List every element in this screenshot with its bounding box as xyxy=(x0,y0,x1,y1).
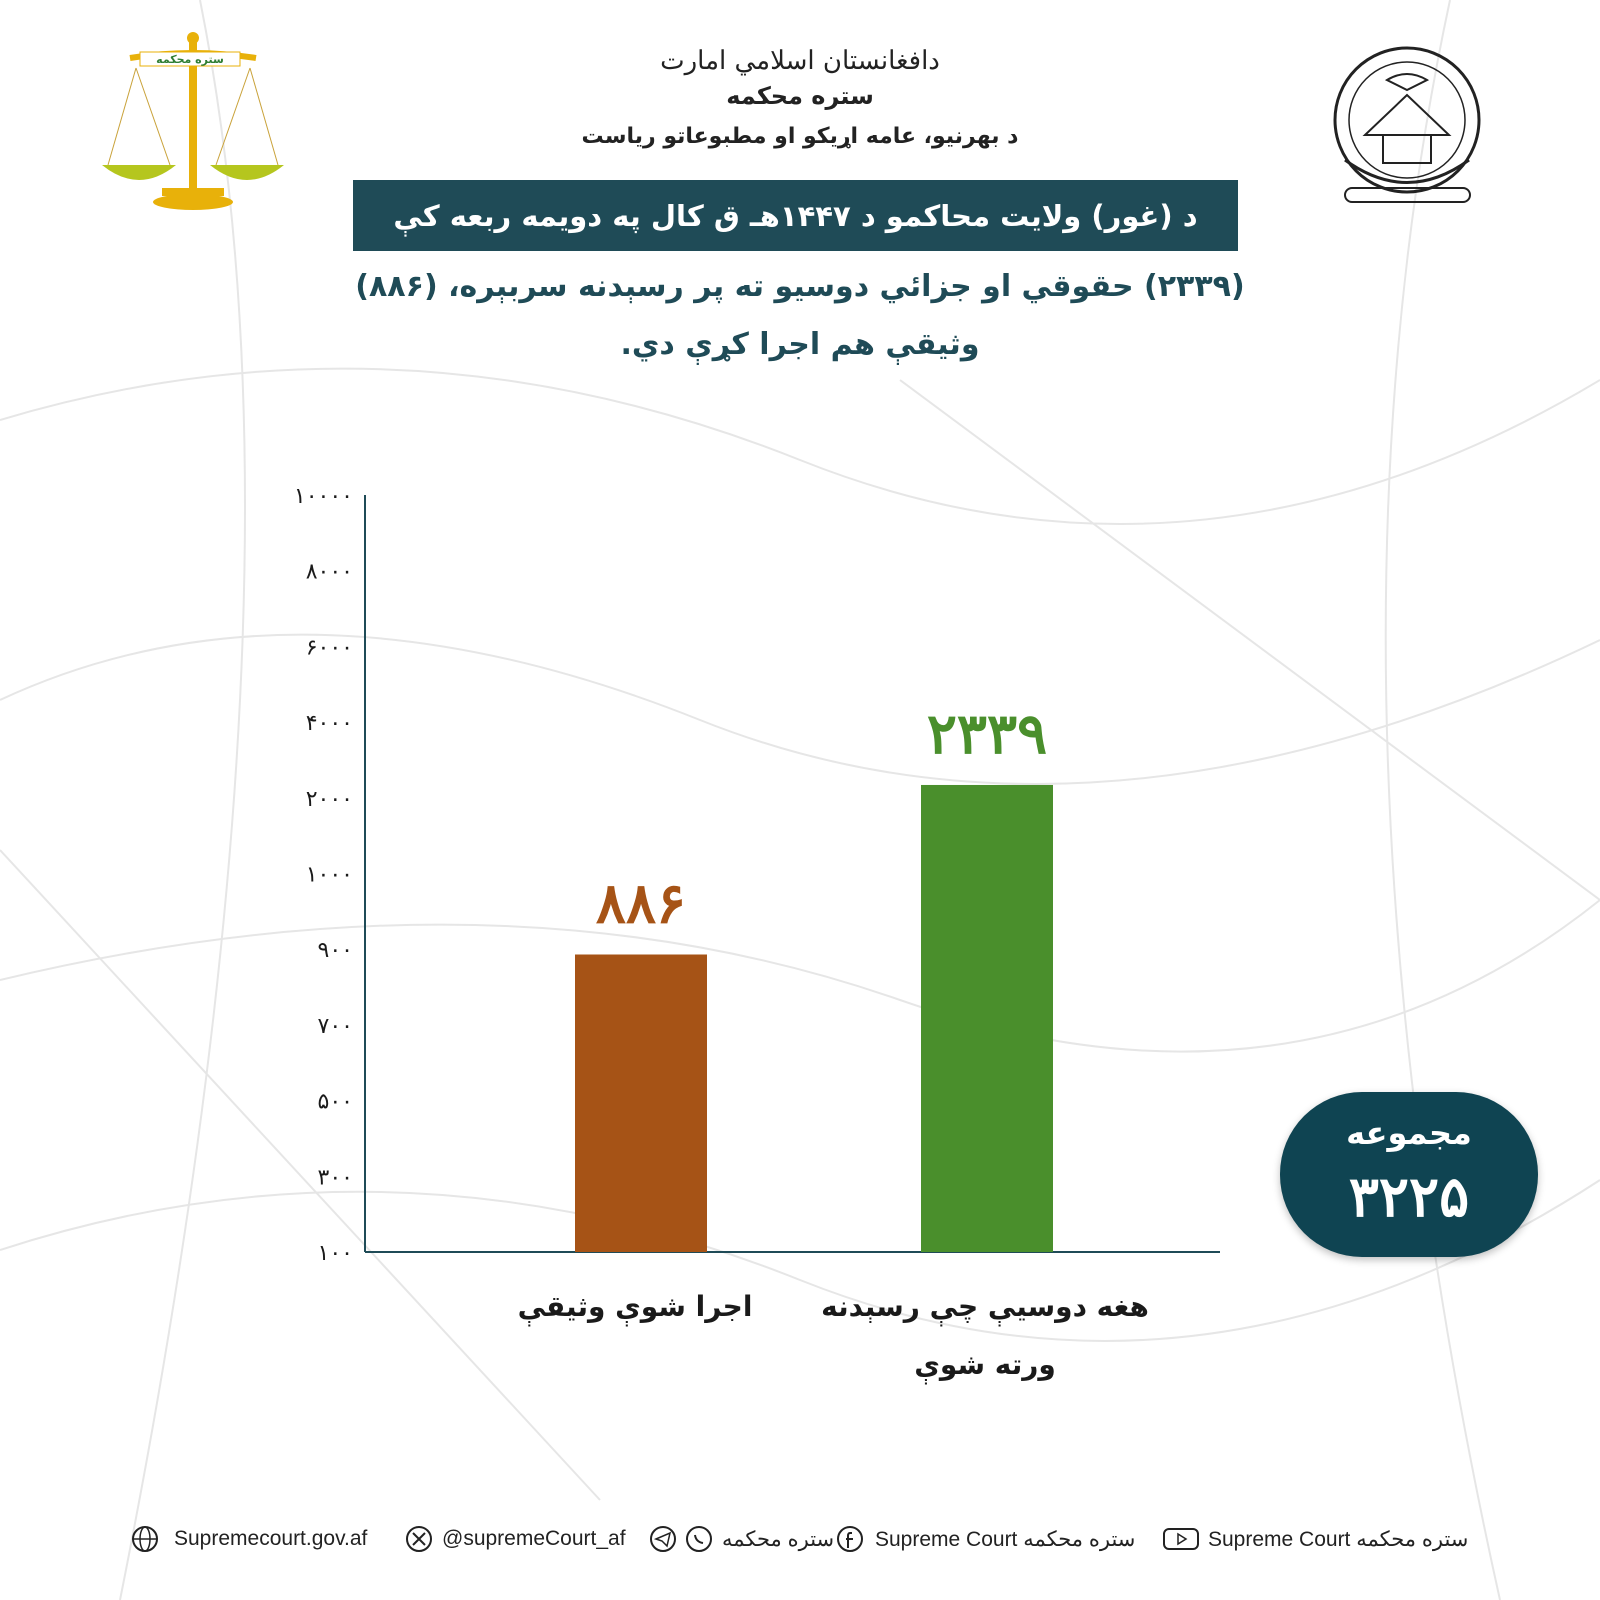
x-label-bar-1: اجرا شوې وثيقې xyxy=(517,1290,753,1323)
total-value: ۳۲۲۵ xyxy=(1348,1164,1470,1230)
bar-value-label: ۸۸۶ xyxy=(596,870,686,936)
y-tick-label: ۴۰۰۰ xyxy=(306,711,353,736)
total-label: مجموعه xyxy=(1346,1114,1472,1152)
footer-facebook[interactable]: Supreme Court ستره محکمه xyxy=(835,1520,1135,1558)
footer-twitter[interactable]: @supremeCourt_af xyxy=(404,1520,626,1558)
x-label-bar-2-line-1: هغه دوسيې چې رسېدنه xyxy=(821,1290,1149,1323)
chart-subtitle: (۲۳۳۹) حقوقي او جزائي دوسيو ته پر رسېدنه… xyxy=(300,258,1300,374)
footer-youtube[interactable]: Supreme Court ستره محکمه xyxy=(1162,1520,1468,1558)
chart-title: د (غور) ولايت محاکمو د ۱۴۴۷هـ ق کال په د… xyxy=(353,180,1238,251)
youtube-text: Supreme Court ستره محکمه xyxy=(1208,1527,1469,1551)
x-twitter-icon xyxy=(406,1526,432,1552)
whatsapp-icon xyxy=(686,1526,712,1552)
globe-icon xyxy=(132,1526,158,1552)
department-name: د بهرنيو، عامه اړيکو او مطبوعاتو رياست xyxy=(581,124,1019,149)
y-tick-label: ۶۰۰۰ xyxy=(306,635,353,660)
total-badge: مجموعه ۳۲۲۵ xyxy=(1280,1092,1538,1257)
emirate-name: دافغانستان اسلامي امارت xyxy=(660,46,940,76)
scales-of-justice-logo: ستره محکمه xyxy=(102,32,284,210)
footer-website[interactable]: Supremecourt.gov.af xyxy=(130,1520,367,1558)
y-tick-label: ۱۰۰۰۰ xyxy=(294,484,353,509)
facebook-text: Supreme Court ستره محکمه xyxy=(875,1527,1136,1551)
youtube-icon xyxy=(1163,1528,1199,1550)
y-tick-label: ۱۰۰۰ xyxy=(306,863,353,888)
y-tick-label: ۵۰۰ xyxy=(318,1090,353,1115)
y-tick-label: ۱۰۰ xyxy=(318,1241,353,1266)
twitter-handle: @supremeCourt_af xyxy=(442,1527,626,1550)
footer-telegram-whatsapp[interactable]: ستره محکمه xyxy=(648,1520,834,1558)
facebook-icon xyxy=(837,1526,863,1552)
emirate-emblem xyxy=(1333,46,1481,203)
telegram-icon xyxy=(650,1526,676,1552)
y-tick-label: ۷۰۰ xyxy=(318,1014,353,1039)
y-tick-label: ۲۰۰۰ xyxy=(306,787,353,812)
logo-text: ستره محکمه xyxy=(156,53,224,66)
x-label-bar-2: هغه دوسيې چې رسېدنه ورته شوې xyxy=(820,1278,1150,1394)
subtitle-line-1: (۲۳۳۹) حقوقي او جزائي دوسيو ته پر رسېدنه… xyxy=(355,269,1245,304)
website-text: Supremecourt.gov.af xyxy=(174,1527,368,1550)
y-tick-label: ۹۰۰ xyxy=(318,938,353,963)
y-tick-label: ۳۰۰ xyxy=(318,1165,353,1190)
subtitle-line-2: وثيقې هم اجرا کړې دي. xyxy=(620,327,980,362)
telegram-whatsapp-text: ستره محکمه xyxy=(722,1527,835,1551)
bar xyxy=(921,784,1053,1252)
bar-value-label: ۲۳۳۹ xyxy=(927,701,1047,767)
court-name: ستره محکمه xyxy=(726,82,874,110)
bar xyxy=(575,954,707,1252)
y-tick-label: ۸۰۰۰ xyxy=(306,560,353,585)
x-label-bar-2-line-2: ورته شوې xyxy=(914,1348,1056,1381)
